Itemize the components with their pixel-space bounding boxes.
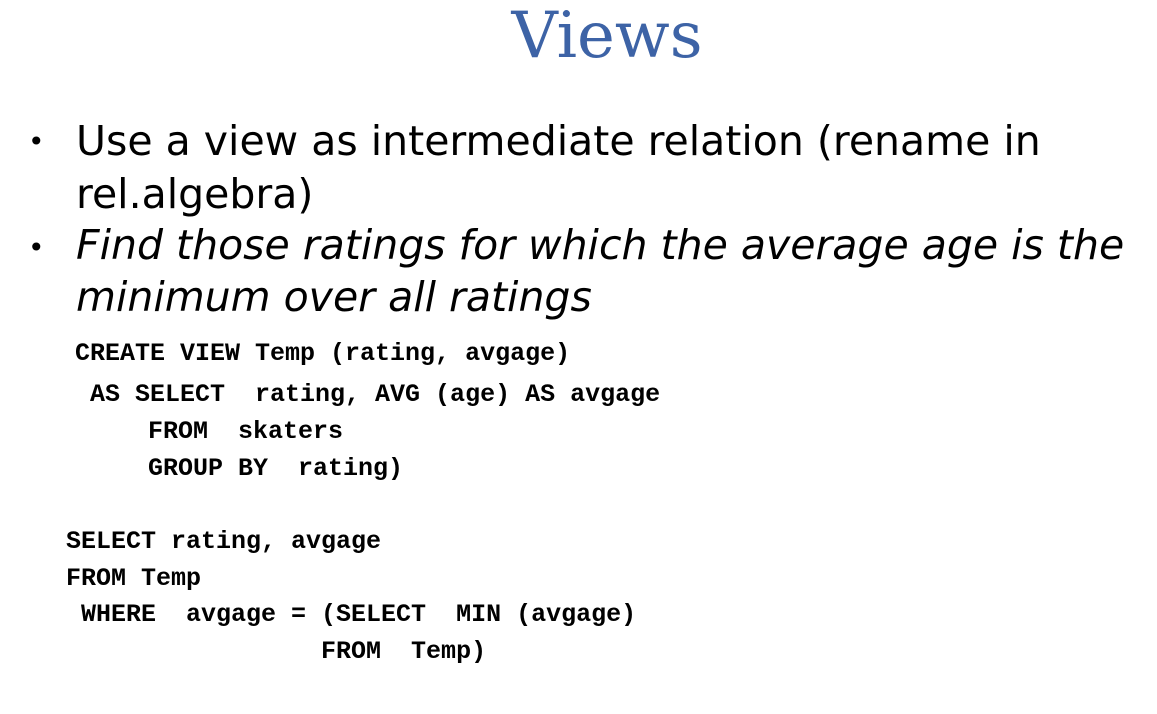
bullet-2-line-2: minimum over all ratings	[76, 273, 592, 321]
bullet-1-line-1: Use a view as intermediate relation (ren…	[76, 117, 1041, 165]
bullet-marker-1: •	[28, 125, 45, 158]
code-query-line-3: WHERE avgage = (SELECT MIN (avgage)	[66, 600, 637, 629]
code-query-line-4: FROM Temp)	[66, 637, 487, 666]
bullet-2-line-1: Find those ratings for which the average…	[76, 221, 1125, 269]
code-query-line-2: FROM Temp	[66, 564, 202, 593]
code-view-line-3: FROM skaters	[88, 417, 344, 446]
code-query-line-1: SELECT rating, avgage	[66, 527, 382, 556]
code-view-line-4: GROUP BY rating)	[88, 454, 404, 483]
code-view-line-1: CREATE VIEW Temp (rating, avgage)	[75, 339, 571, 368]
slide-title: Views	[511, 0, 703, 73]
bullet-1-line-2: rel.algebra)	[76, 170, 314, 218]
bullet-marker-2: •	[28, 231, 45, 264]
code-view-line-2: AS SELECT rating, AVG (age) AS avgage	[75, 380, 661, 409]
